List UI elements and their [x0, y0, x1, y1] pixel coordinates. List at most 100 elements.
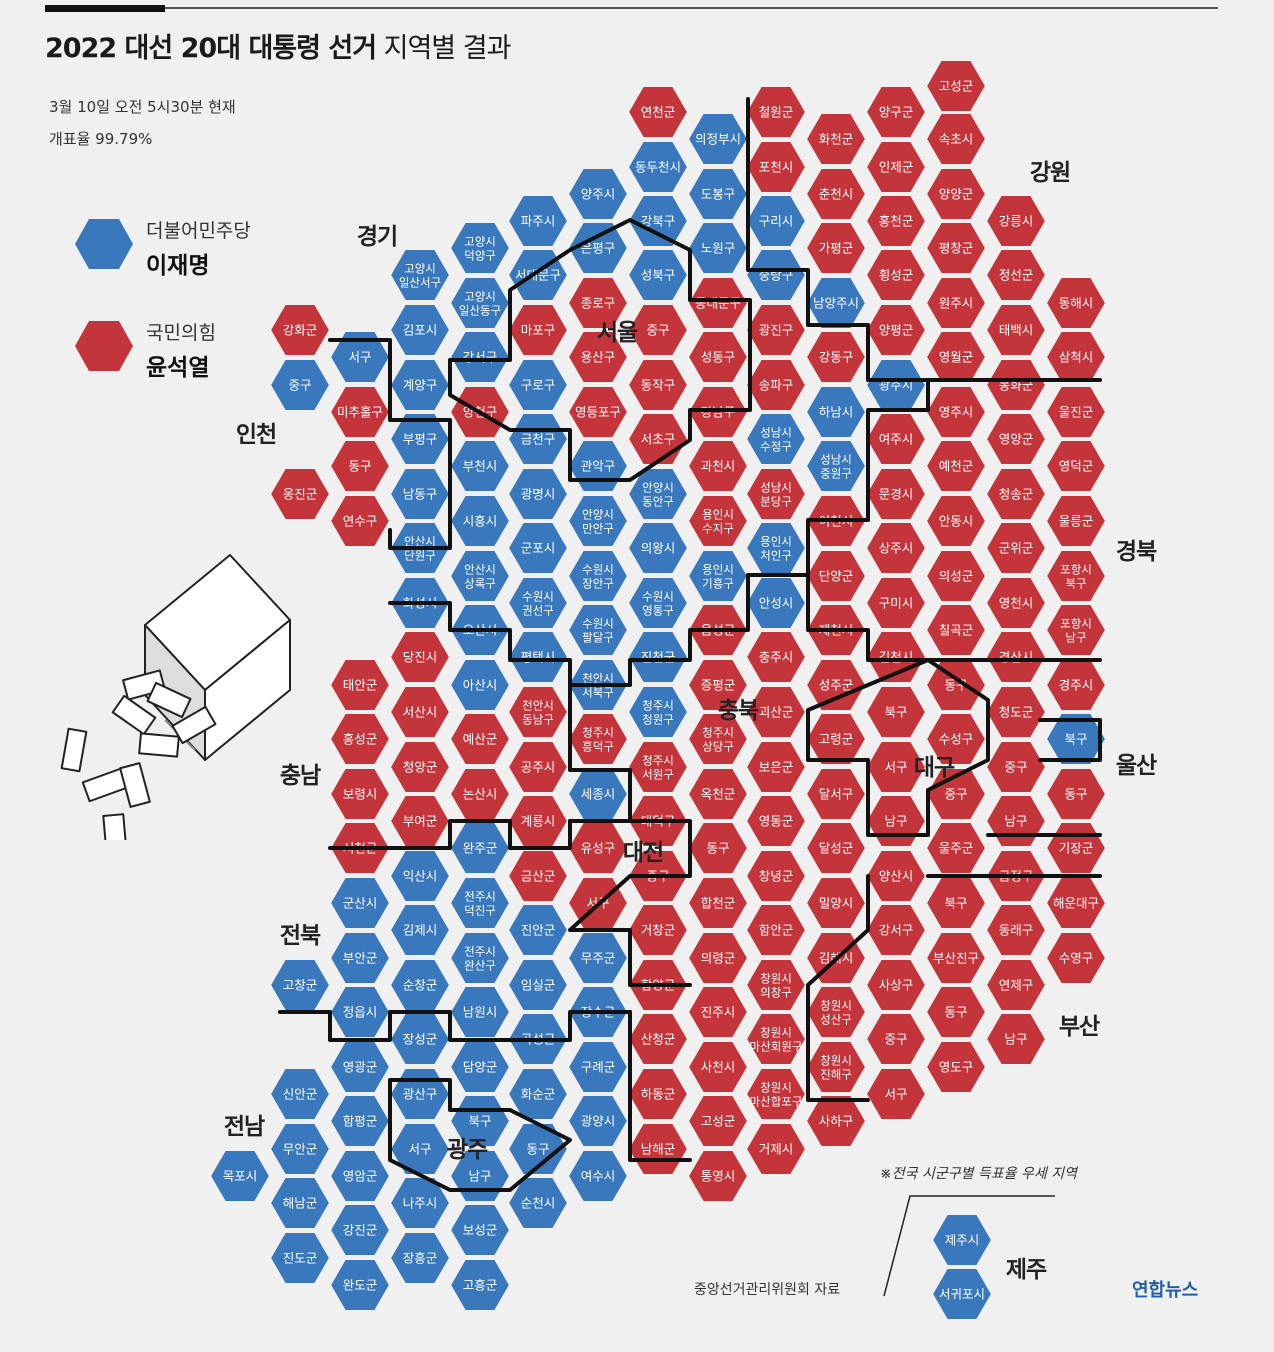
district-hex-label: 전주시 덕진구 — [464, 890, 496, 918]
district-hex-label: 하남시 — [819, 405, 854, 420]
district-hex: 의성군 — [924, 549, 988, 603]
district-hex-label: 청양군 — [403, 760, 438, 775]
district-hex-label: 구로구 — [521, 378, 556, 393]
district-hex-label: 광산구 — [403, 1087, 438, 1102]
district-hex-label: 상주시 — [879, 541, 914, 556]
district-hex: 보은군 — [744, 740, 808, 794]
district-hex: 용인시 기흥구 — [686, 549, 750, 603]
district-hex-label: 강릉시 — [999, 214, 1034, 229]
district-hex-label: 수원시 팔달구 — [582, 617, 614, 645]
district-hex: 횡성군 — [864, 248, 928, 302]
district-hex-label: 신안군 — [283, 1087, 318, 1102]
district-hex: 밀양시 — [804, 876, 868, 930]
district-hex: 청양군 — [388, 740, 452, 794]
district-hex-label: 동구 — [706, 841, 729, 856]
district-hex: 순창군 — [388, 958, 452, 1012]
district-hex: 의령군 — [686, 931, 750, 985]
district-hex: 동대문구 — [686, 276, 750, 330]
region-label-gwangju: 광주 — [446, 1137, 488, 1163]
district-hex: 과천시 — [686, 439, 750, 493]
district-hex-label: 영천시 — [999, 596, 1034, 611]
district-hex-label: 강북구 — [641, 214, 676, 229]
district-hex-label: 북구 — [1064, 732, 1087, 747]
district-hex-label: 광진구 — [759, 323, 794, 338]
district-hex-label: 사상구 — [879, 978, 914, 993]
district-hex: 논산시 — [448, 767, 512, 821]
district-hex: 부여군 — [388, 794, 452, 848]
district-hex: 북구 — [864, 685, 928, 739]
legend-candidate-1: 이재명 — [146, 253, 210, 279]
district-hex-label: 안양시 동안구 — [642, 481, 674, 509]
district-hex: 정선군 — [984, 248, 1048, 302]
district-hex-label: 과천시 — [701, 459, 736, 474]
district-hex: 거제시 — [744, 1122, 808, 1176]
district-hex: 종로구 — [566, 276, 630, 330]
district-hex: 동두천시 — [626, 140, 690, 194]
district-hex-label: 산청군 — [641, 1032, 676, 1047]
district-hex-label: 남구 — [884, 814, 907, 829]
district-hex-label: 평창군 — [939, 241, 974, 256]
district-hex: 철원군 — [744, 85, 808, 139]
district-hex: 강동구 — [804, 330, 868, 384]
district-hex: 청도군 — [984, 685, 1048, 739]
district-hex: 청주시 흥덕구 — [566, 712, 630, 766]
district-hex: 송파구 — [744, 358, 808, 412]
district-hex: 유성구 — [566, 821, 630, 875]
district-hex: 전주시 완산구 — [448, 931, 512, 985]
district-hex-label: 군산시 — [343, 896, 378, 911]
district-hex: 장성군 — [388, 1012, 452, 1066]
district-hex-label: 연수구 — [343, 514, 378, 529]
district-hex: 원주시 — [924, 276, 988, 330]
district-hex: 성동구 — [686, 330, 750, 384]
legend-party-1: 더불어민주당 — [146, 220, 251, 242]
district-hex-label: 나주시 — [403, 1196, 438, 1211]
district-hex: 창원시 진해구 — [804, 1040, 868, 1094]
district-hex: 용산구 — [566, 330, 630, 384]
district-hex-label: 예천군 — [939, 459, 974, 474]
district-hex-label: 양양군 — [939, 187, 974, 202]
district-hex-label: 노원구 — [701, 241, 736, 256]
district-hex-label: 중구 — [288, 378, 311, 393]
district-hex-label: 정읍시 — [343, 1005, 378, 1020]
region-label-incheon: 인천 — [235, 422, 277, 448]
district-hex-label: 청주시 청원구 — [642, 699, 674, 727]
district-hex: 강서구 — [864, 903, 928, 957]
district-hex: 홍천군 — [864, 194, 928, 248]
district-hex-label: 미추홀구 — [337, 405, 383, 420]
district-hex-label: 문경시 — [879, 487, 914, 502]
district-hex: 전주시 덕진구 — [448, 876, 512, 930]
region-label-ulsan: 울산 — [1115, 753, 1157, 779]
district-hex-label: 완도군 — [343, 1278, 378, 1293]
district-hex: 동구 — [328, 439, 392, 493]
district-hex: 영동군 — [744, 794, 808, 848]
district-hex: 동작구 — [626, 358, 690, 412]
district-hex: 고양시 일산동구 — [448, 276, 512, 330]
district-hex: 천안시 동남구 — [506, 685, 570, 739]
district-hex-label: 경주시 — [1059, 678, 1094, 693]
region-label-busan: 부산 — [1058, 1014, 1100, 1040]
district-hex: 부평구 — [388, 412, 452, 466]
district-hex-label: 북구 — [944, 896, 967, 911]
district-hex: 수원시 권선구 — [506, 576, 570, 630]
district-hex-label: 김포시 — [403, 323, 438, 338]
district-hex-label: 동해시 — [1059, 296, 1094, 311]
district-hex-label: 은평구 — [581, 241, 616, 256]
district-hex: 광산구 — [388, 1067, 452, 1121]
district-hex: 용인시 수지구 — [686, 494, 750, 548]
district-hex: 임실군 — [506, 958, 570, 1012]
district-hex: 하남시 — [804, 385, 868, 439]
district-hex-label: 단양군 — [819, 569, 854, 584]
district-hex-label: 연천군 — [641, 105, 676, 120]
district-hex-label: 화순군 — [521, 1087, 556, 1102]
district-hex-label: 청도군 — [999, 705, 1034, 720]
district-hex: 남구 — [984, 794, 1048, 848]
district-hex: 남해군 — [626, 1122, 690, 1176]
district-hex-label: 성동구 — [701, 350, 736, 365]
district-hex-label: 군포시 — [521, 541, 556, 556]
district-hex: 은평구 — [566, 221, 630, 275]
district-hex: 수원시 팔달구 — [566, 603, 630, 657]
jeju-pointer — [883, 1195, 1055, 1297]
district-hex-label: 서구 — [408, 1142, 431, 1157]
district-hex-label: 창원시 마산합포구 — [750, 1081, 803, 1109]
